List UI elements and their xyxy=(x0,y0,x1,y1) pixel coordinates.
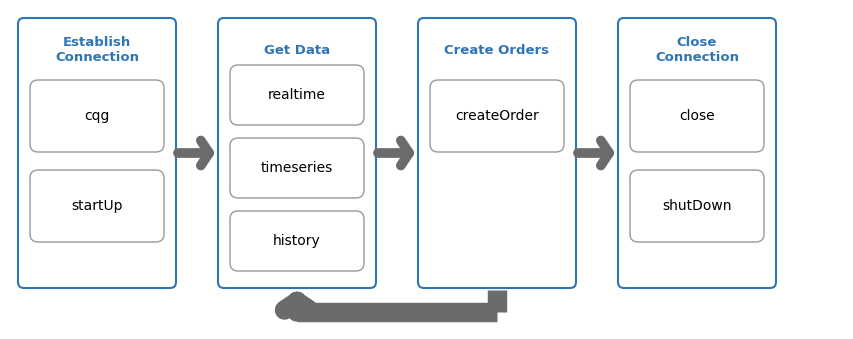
FancyBboxPatch shape xyxy=(618,18,775,288)
Text: Close
Connection: Close Connection xyxy=(654,36,738,64)
FancyBboxPatch shape xyxy=(30,170,164,242)
FancyBboxPatch shape xyxy=(229,138,363,198)
FancyBboxPatch shape xyxy=(229,211,363,271)
Text: close: close xyxy=(678,109,714,123)
Text: Get Data: Get Data xyxy=(264,43,329,57)
Text: startUp: startUp xyxy=(71,199,123,213)
Text: realtime: realtime xyxy=(268,88,326,102)
Text: history: history xyxy=(273,234,321,248)
FancyBboxPatch shape xyxy=(417,18,575,288)
Text: createOrder: createOrder xyxy=(455,109,538,123)
FancyBboxPatch shape xyxy=(630,170,763,242)
FancyBboxPatch shape xyxy=(218,18,375,288)
Text: shutDown: shutDown xyxy=(661,199,731,213)
FancyBboxPatch shape xyxy=(630,80,763,152)
FancyBboxPatch shape xyxy=(430,80,563,152)
Text: Create Orders: Create Orders xyxy=(444,43,548,57)
FancyBboxPatch shape xyxy=(30,80,164,152)
Text: timeseries: timeseries xyxy=(260,161,333,175)
Text: cqg: cqg xyxy=(84,109,109,123)
FancyBboxPatch shape xyxy=(18,18,176,288)
Text: Establish
Connection: Establish Connection xyxy=(55,36,139,64)
FancyBboxPatch shape xyxy=(229,65,363,125)
